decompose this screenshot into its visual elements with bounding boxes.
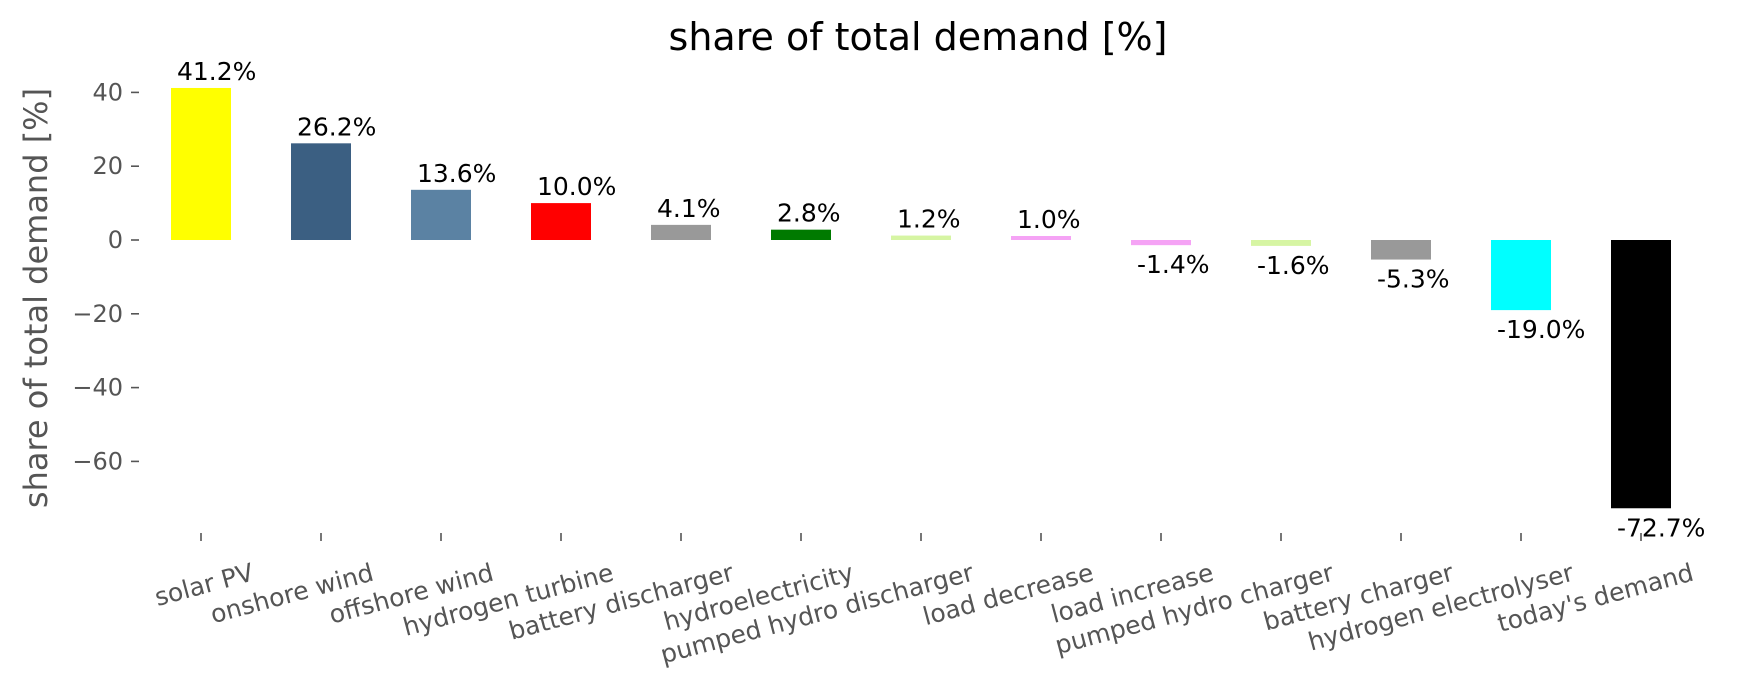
bar <box>651 224 711 240</box>
data-label: 4.1% <box>657 194 721 223</box>
y-axis-label: share of total demand [%] <box>17 88 55 508</box>
y-tick-label: −60 <box>72 447 123 475</box>
data-label: -1.6% <box>1257 251 1330 280</box>
bar <box>1131 240 1191 246</box>
data-label: -1.4% <box>1137 250 1210 279</box>
y-tick-label: 40 <box>92 78 123 106</box>
data-label: 2.8% <box>777 199 841 228</box>
data-label: 1.2% <box>897 205 961 234</box>
bar <box>291 143 351 240</box>
bar <box>771 229 831 240</box>
y-tick-label: −20 <box>72 300 123 328</box>
y-axis: 40 20 0 −20 −40 −60 <box>72 78 139 475</box>
data-label: -5.3% <box>1377 265 1450 294</box>
y-tick-label: 20 <box>92 152 123 180</box>
y-tick-label: −40 <box>72 374 123 402</box>
bar <box>171 87 231 240</box>
data-label: 26.2% <box>297 112 376 141</box>
bars-group <box>171 87 1671 509</box>
bar <box>891 235 951 240</box>
bar <box>1611 240 1671 509</box>
bar <box>1371 240 1431 260</box>
data-label: 13.6% <box>417 159 496 188</box>
bar <box>411 189 471 240</box>
data-label: -19.0% <box>1497 315 1585 344</box>
chart-title: share of total demand [%] <box>669 15 1168 59</box>
bar <box>1491 240 1551 311</box>
data-labels-group: 41.2% 26.2% 13.6% 10.0% 4.1% 2.8% 1.2% 1.0% -1.4… <box>177 57 1705 542</box>
data-label: 41.2% <box>177 57 256 86</box>
bar <box>531 203 591 240</box>
y-tick-label: 0 <box>108 226 123 254</box>
data-label: 10.0% <box>537 172 616 201</box>
data-label: -72.7% <box>1617 513 1705 542</box>
data-label: 1.0% <box>1017 205 1081 234</box>
bar <box>1251 240 1311 246</box>
bar <box>1011 236 1071 240</box>
